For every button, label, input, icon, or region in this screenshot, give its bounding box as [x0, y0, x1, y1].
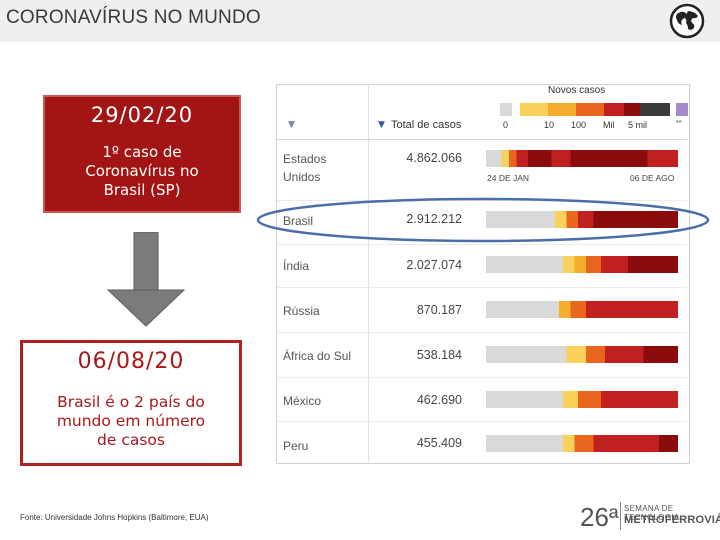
legend-swatch	[624, 103, 640, 116]
logo-number: 26ª	[580, 502, 619, 532]
country-name-russia: Rússia	[283, 304, 320, 318]
first-case-date: 29/02/20	[90, 103, 194, 127]
event-logo: 26ª SEMANA DE TECNOLOGIA METROFERROVIÁRI…	[580, 500, 720, 536]
total-peru: 455.409	[416, 436, 462, 450]
legend-swatch	[500, 103, 512, 116]
total-sort-icon[interactable]: ▼	[378, 120, 385, 130]
timeline-strip-russia	[486, 301, 678, 318]
row-divider	[277, 421, 687, 422]
source-note: Fonte: Universidade Johns Hopkins (Balti…	[20, 513, 209, 522]
legend-label-0: 0	[503, 120, 509, 130]
globe-icon	[669, 3, 705, 39]
row-divider	[277, 200, 687, 201]
range-start-label: 24 DE JAN	[487, 173, 530, 183]
legend-swatch	[640, 103, 670, 116]
total-usa: 4.862.066	[406, 151, 462, 165]
legend-swatch	[520, 103, 548, 116]
legend-swatch	[604, 103, 624, 116]
row-divider	[277, 287, 687, 288]
total-brasil: 2.912.212	[406, 212, 462, 226]
total-india: 2.027.074	[406, 258, 462, 272]
legend-label-100: 100	[571, 120, 587, 130]
legend-label-5mil: 5 mil	[628, 120, 648, 130]
logo-divider	[620, 502, 621, 530]
total-cases-header[interactable]: Total de casos	[391, 119, 462, 131]
legend-swatch	[676, 103, 688, 116]
legend-swatch	[548, 103, 576, 116]
milestone-text: Brasil é o 2 país do mundo em número de …	[56, 393, 206, 449]
total-russia: 870.187	[416, 303, 462, 317]
country-name-usa: Estados Unidos	[283, 152, 327, 184]
first-case-box: 29/02/20 1º caso de Coronavírus no Brasi…	[43, 95, 241, 213]
country-name-south-africa: África do Sul	[283, 349, 352, 363]
total-south-africa: 538.184	[416, 348, 462, 362]
country-name-mexico: México	[283, 394, 322, 408]
legend-title: Novos casos	[548, 85, 606, 96]
legend-label-10: 10	[544, 120, 555, 130]
range-end-label: 06 DE AGO	[630, 173, 675, 183]
first-case-text: 1º caso de Coronavírus no Brasil (SP)	[85, 143, 199, 199]
logo-line2: METROFERROVIÁRIA	[624, 514, 720, 526]
row-divider	[277, 244, 687, 245]
highlight-ellipse	[256, 197, 710, 243]
milestone-date: 06/08/20	[77, 349, 185, 374]
row-divider	[277, 332, 687, 333]
timeline-strip-south-africa	[486, 346, 678, 363]
country-name-india: Índia	[283, 259, 310, 273]
country-name-peru: Peru	[283, 439, 309, 453]
legend-label-mil: Mil	[603, 120, 615, 130]
timeline-strip-brasil	[486, 211, 678, 228]
column-divider	[368, 84, 369, 462]
country-name-brasil: Brasil	[283, 214, 314, 228]
row-divider	[277, 377, 687, 378]
timeline-strip-usa	[486, 150, 678, 167]
timeline-strip-india	[486, 256, 678, 273]
logo-line1: SEMANA DE TECNOLOGIA	[624, 504, 680, 522]
legend-label-other: **	[676, 120, 682, 127]
milestone-box: 06/08/20 Brasil é o 2 país do mundo em n…	[20, 340, 242, 466]
header-divider	[277, 139, 687, 140]
country-sort-icon[interactable]: ▼	[288, 120, 295, 130]
total-mexico: 462.690	[416, 393, 462, 407]
title-bar: CORONAVÍRUS NO MUNDO	[0, 0, 720, 42]
timeline-strip-peru	[486, 435, 678, 452]
page-title: CORONAVÍRUS NO MUNDO	[6, 7, 261, 28]
arrow-down-icon	[106, 232, 186, 327]
legend-swatch	[576, 103, 604, 116]
timeline-strip-mexico	[486, 391, 678, 408]
